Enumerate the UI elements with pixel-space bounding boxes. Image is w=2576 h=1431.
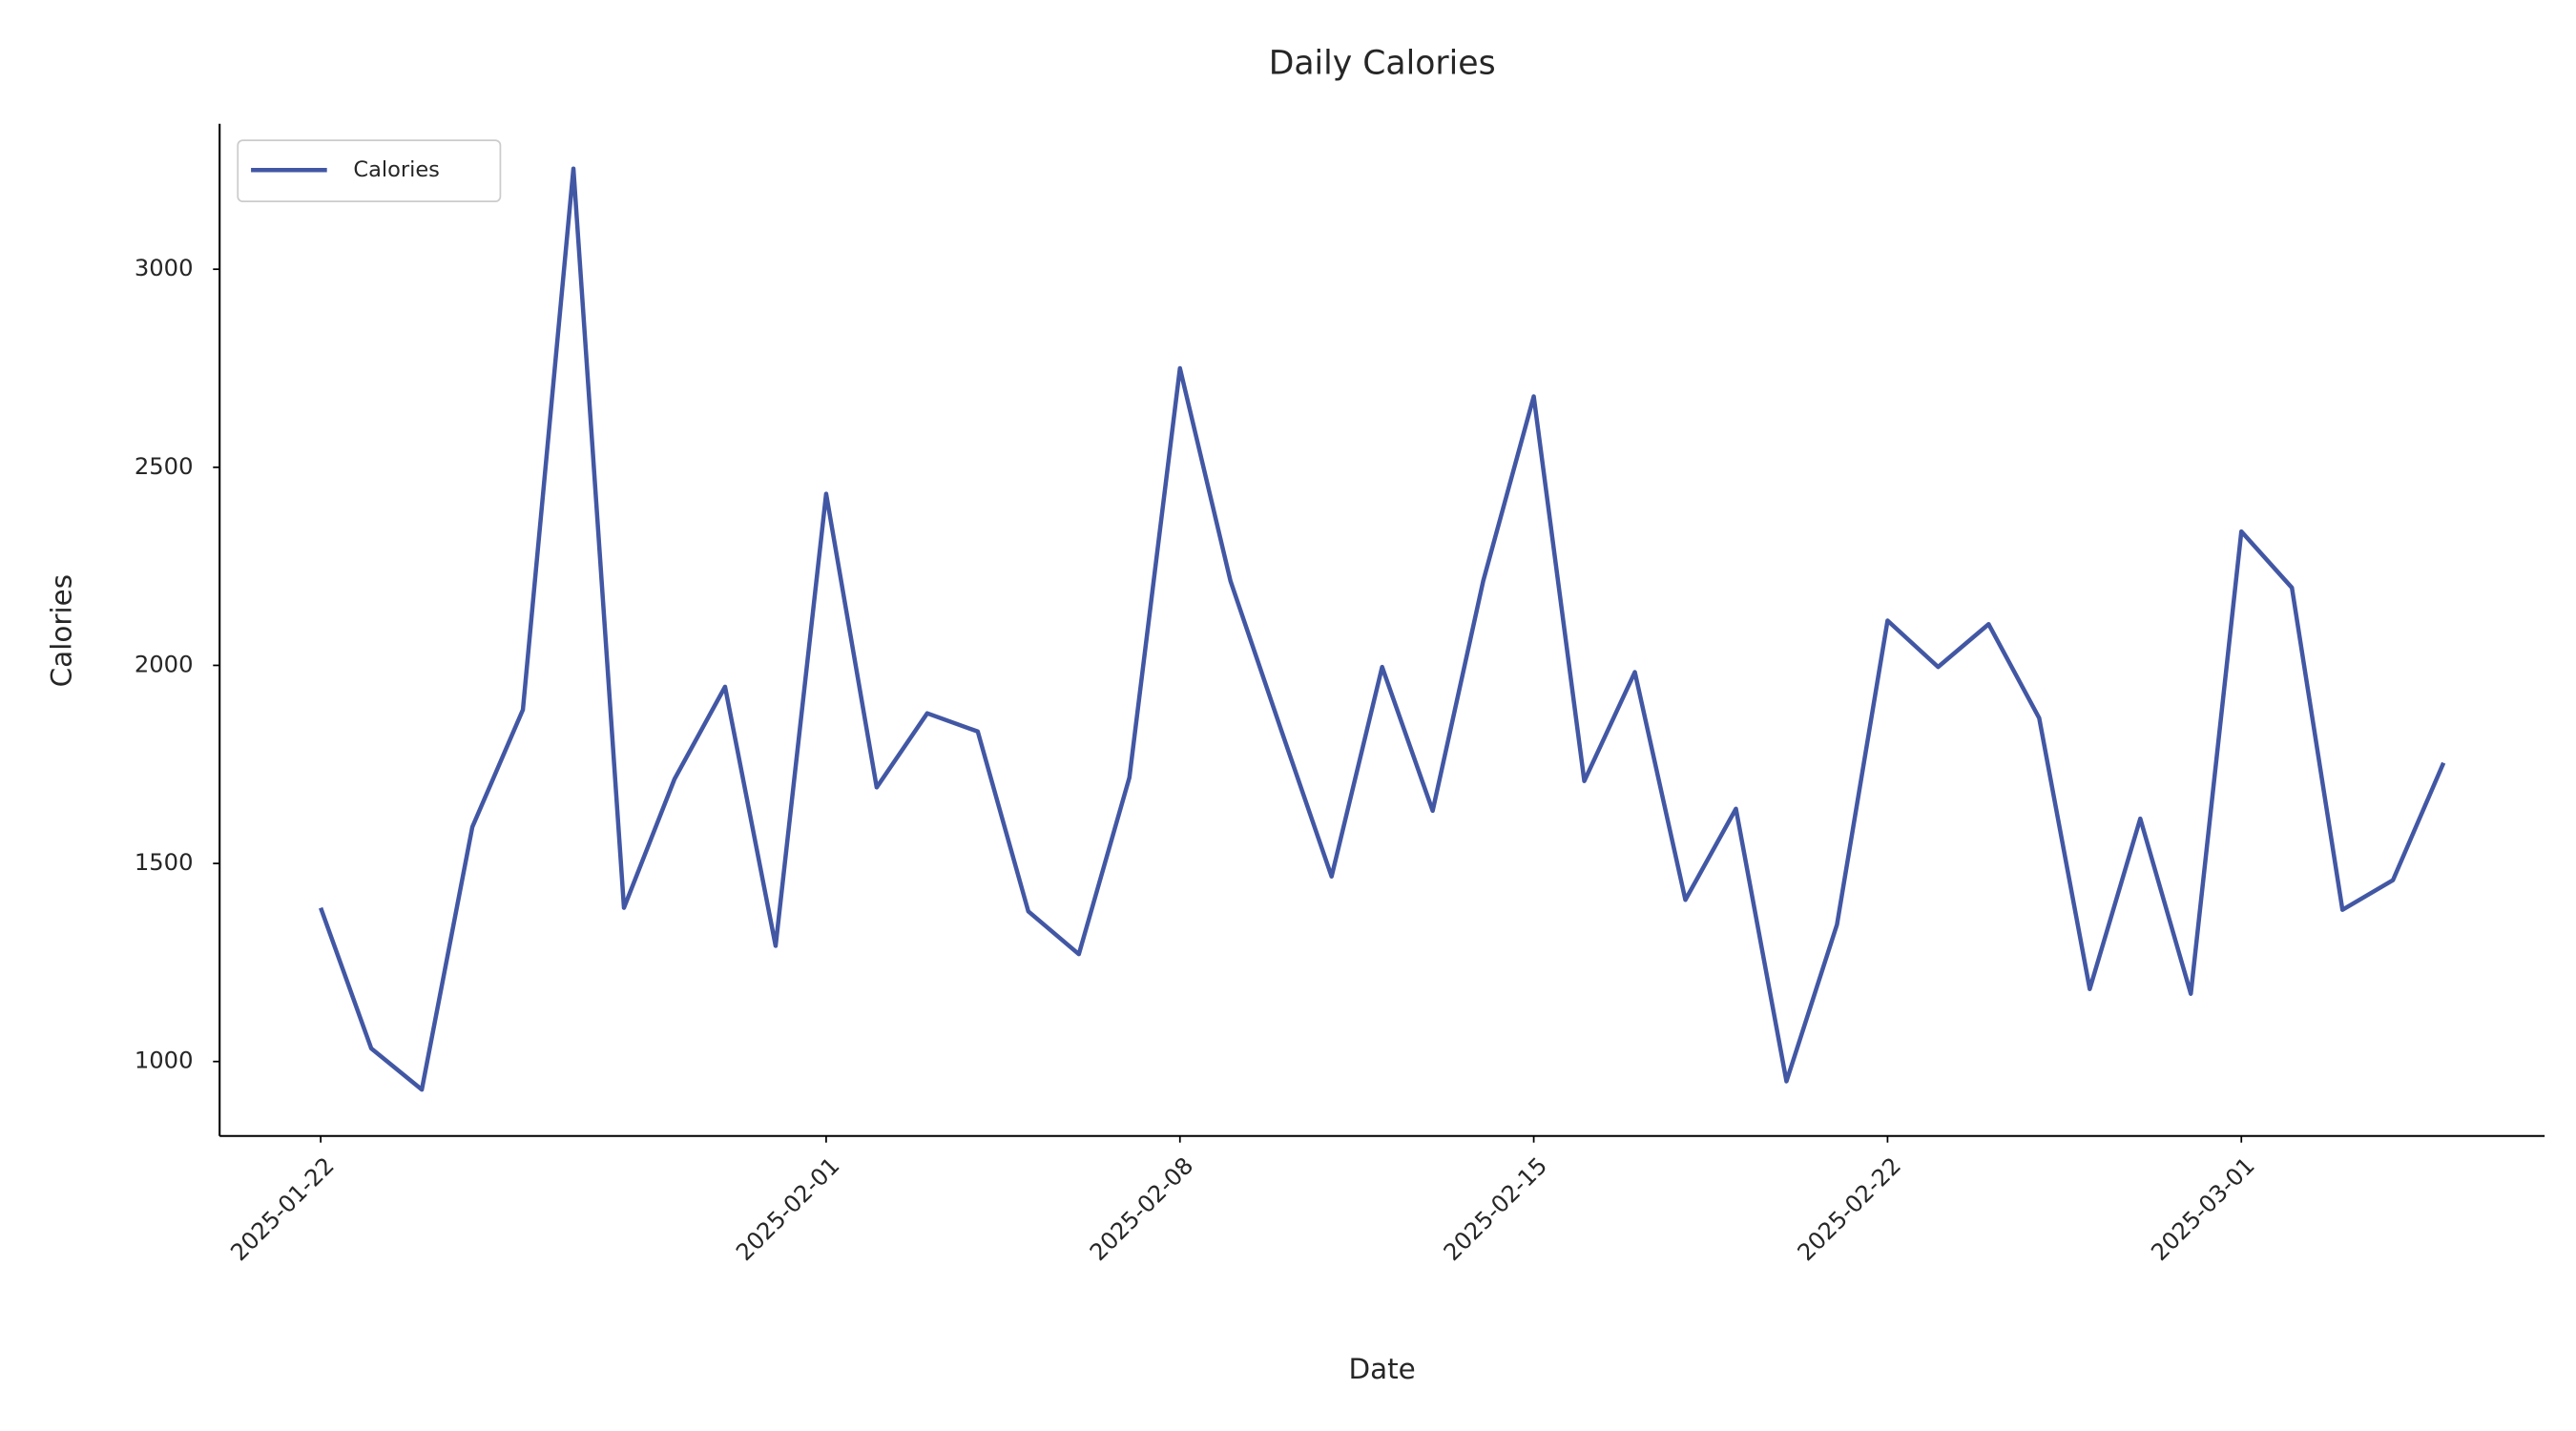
x-tick-label: 2025-02-08: [1085, 1152, 1198, 1266]
data-line: [319, 166, 2446, 1092]
chart-title: Daily Calories: [1269, 44, 1496, 82]
x-tick-label: 2025-02-15: [1439, 1152, 1552, 1266]
legend-box: [237, 139, 502, 203]
x-tick-label: 2025-01-22: [225, 1152, 339, 1266]
y-tick-label: 3000: [135, 255, 194, 281]
y-tick-label: 1500: [135, 849, 194, 876]
y-tick-label: 2500: [135, 453, 194, 480]
x-tick-label: 2025-02-22: [1793, 1152, 1906, 1266]
y-tick-label: 2000: [135, 651, 194, 677]
y-tick-label: 1000: [135, 1047, 194, 1074]
y-axis-label: Calories: [45, 574, 77, 687]
x-tick-label: 2025-03-01: [2147, 1152, 2260, 1266]
x-tick-label: 2025-02-01: [731, 1152, 844, 1266]
x-axis-label: Date: [1349, 1353, 1416, 1385]
legend-label: Calories: [353, 157, 440, 182]
